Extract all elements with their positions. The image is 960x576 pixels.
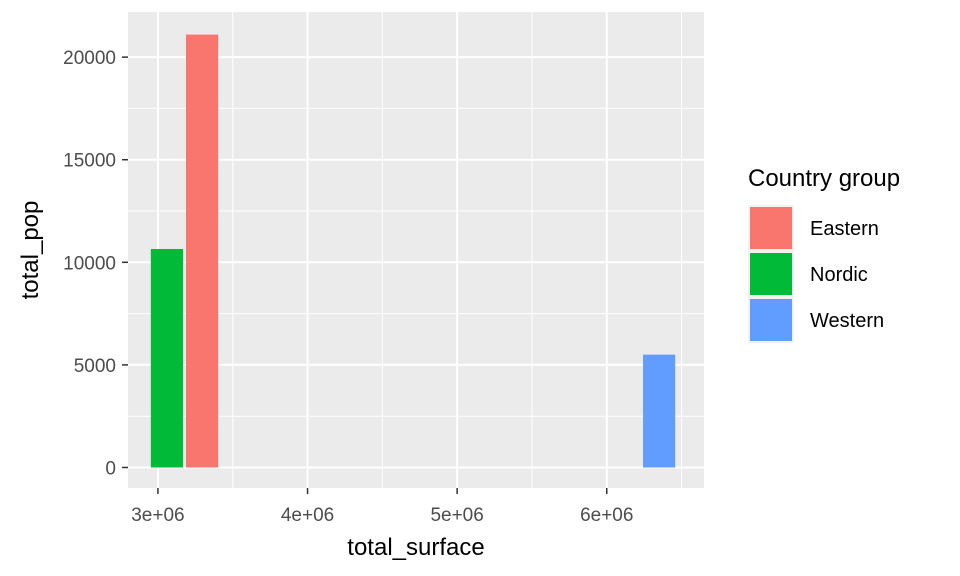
bars bbox=[150, 34, 676, 468]
x-tick-label: 4e+06 bbox=[281, 505, 334, 526]
legend-swatch-nordic bbox=[750, 253, 792, 295]
legend-title: Country group bbox=[748, 165, 900, 192]
legend-label-western: Western bbox=[810, 310, 884, 332]
bar-western bbox=[643, 354, 676, 468]
plot-panel bbox=[128, 12, 704, 488]
y-axis-title: total_pop bbox=[17, 201, 44, 300]
legend-swatch-eastern bbox=[750, 207, 792, 249]
legend-swatch-western bbox=[750, 299, 792, 341]
bar-nordic bbox=[150, 248, 183, 468]
grid-minor bbox=[128, 12, 704, 488]
grid-major bbox=[128, 12, 704, 488]
y-tick-label: 5000 bbox=[74, 356, 116, 377]
y-tick-label: 20000 bbox=[63, 48, 116, 69]
legend-label-eastern: Eastern bbox=[810, 218, 879, 240]
x-tick-label: 6e+06 bbox=[580, 505, 633, 526]
y-tick-label: 0 bbox=[105, 458, 116, 479]
y-tick-label: 10000 bbox=[63, 253, 116, 274]
y-tick-label: 15000 bbox=[63, 151, 116, 172]
legend-label-nordic: Nordic bbox=[810, 264, 868, 286]
legend: Country group Eastern Nordic Western bbox=[748, 165, 900, 343]
x-tick-label: 3e+06 bbox=[131, 505, 184, 526]
x-axis: 3e+06 4e+06 5e+06 6e+06 bbox=[131, 488, 633, 526]
x-tick-label: 5e+06 bbox=[430, 505, 483, 526]
x-axis-title: total_surface bbox=[347, 534, 484, 561]
bar-eastern bbox=[185, 34, 219, 468]
y-axis: 0 5000 10000 15000 20000 bbox=[63, 48, 128, 479]
